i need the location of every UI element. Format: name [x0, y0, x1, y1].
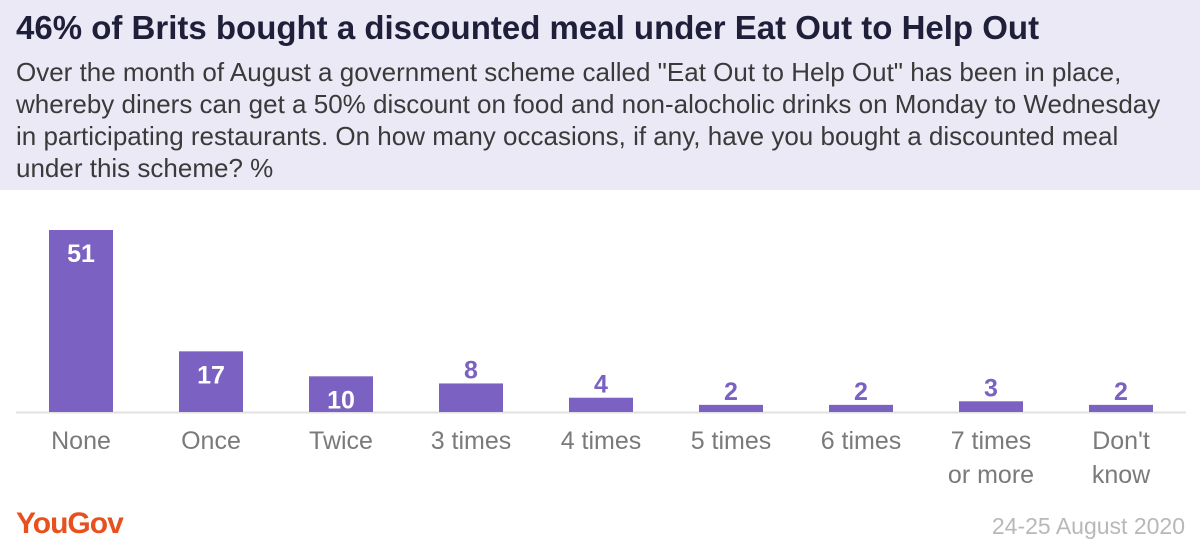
bar-value-label: 4	[594, 371, 608, 399]
bar-value-label: 8	[464, 356, 478, 384]
bar	[829, 404, 893, 412]
bar-value-label: 2	[854, 378, 868, 406]
bar-value-label: 2	[1114, 378, 1128, 406]
bar	[49, 230, 113, 412]
category-label: 7 times or more	[948, 427, 1034, 489]
category-label: 4 times	[561, 427, 642, 455]
bar	[699, 404, 763, 412]
category-label: Twice	[309, 427, 373, 455]
chart-title: 46% of Brits bought a discounted meal un…	[16, 9, 1040, 46]
category-label: Once	[181, 427, 241, 455]
category-label: 5 times	[691, 427, 772, 455]
category-label: None	[51, 427, 111, 455]
bar-value-label: 17	[197, 361, 225, 389]
bar	[569, 397, 633, 412]
category-label: 3 times	[431, 427, 512, 455]
category-label: Don't know	[1092, 427, 1151, 489]
header-band: 46% of Brits bought a discounted meal un…	[0, 0, 1200, 190]
yougov-logo: YouGov	[16, 507, 124, 540]
bar	[309, 376, 373, 412]
bar	[1089, 404, 1153, 412]
category-label: 6 times	[821, 427, 902, 455]
bar	[959, 401, 1023, 412]
bar-value-label: 51	[67, 240, 95, 268]
bar-value-label: 2	[724, 378, 738, 406]
bar	[179, 351, 243, 412]
bar-value-label: 3	[984, 374, 998, 402]
bar-value-label: 10	[327, 386, 355, 414]
bar	[439, 383, 503, 412]
bar-chart: 51 None 17 Once 10 Twice 8 3 times 4 4 times 2 5 ti…	[16, 230, 1186, 489]
survey-date: 24-25 August 2020	[991, 513, 1185, 539]
chart-subtitle: Over the month of August a government sc…	[16, 57, 1161, 183]
